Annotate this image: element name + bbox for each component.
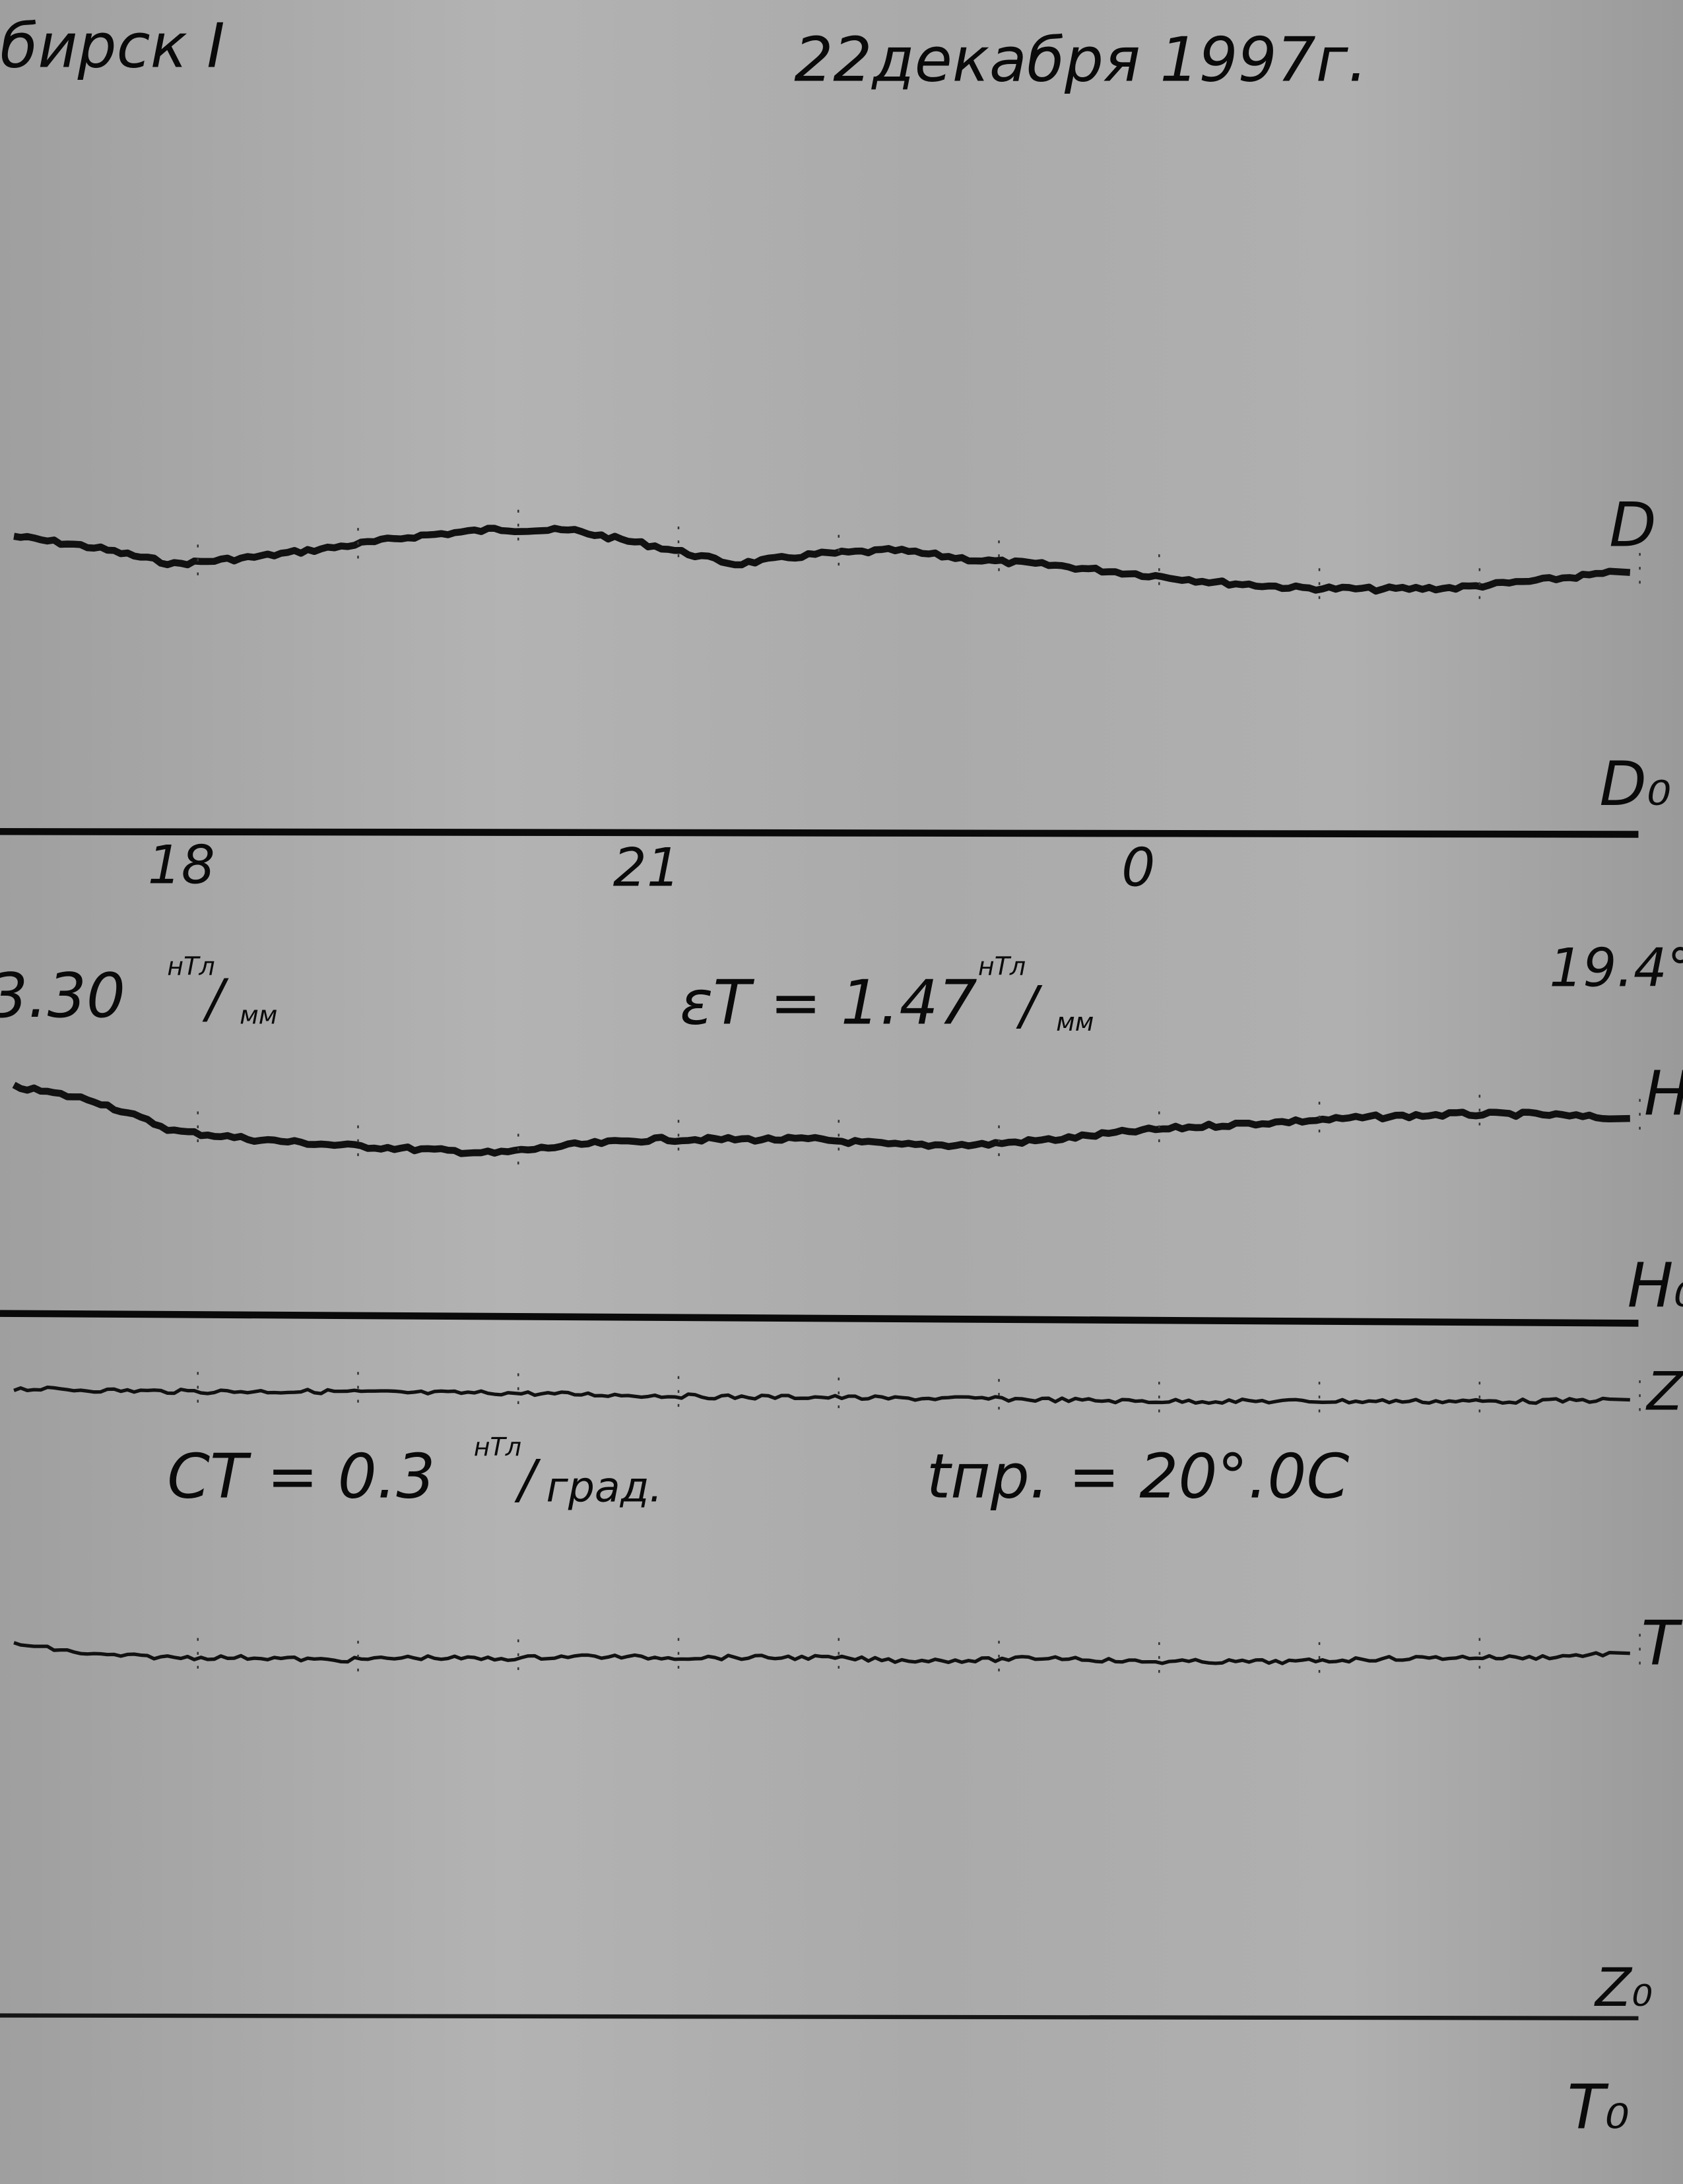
slash: / [514,1448,541,1510]
label-t: T [1641,1608,1683,1679]
label-z: Z [1645,1361,1683,1422]
hour-label-21: 21 [613,837,680,899]
hour-label-0: 0 [1121,837,1155,899]
tpr-annotation: tпр. = 20°.0C [927,1440,1350,1512]
baseline-z0-t0 [0,2013,1639,2020]
label-d0: D₀ [1599,748,1671,819]
trace-group [12,509,1641,1685]
label-z0: Z₀ [1594,1957,1653,2018]
h-scale-unit-den: мм [240,1001,277,1030]
baseline-h0 [0,1310,1639,1327]
trace-z [13,1385,1630,1405]
baseline-d0 [0,827,1639,838]
slash: / [1016,975,1043,1037]
epsilon-unit-num: нТл [978,952,1026,981]
label-h0: H₀ [1628,1250,1683,1321]
trace-d [13,525,1631,595]
ct-unit-den: град. [546,1463,662,1512]
h-scale-annotation: 3.30 нТл / мм [0,952,277,1031]
label-d: D [1609,490,1657,561]
station-name: бирск I [0,10,225,81]
temperature-reading: 19.4°C [1549,938,1683,999]
trace-h [12,1081,1630,1157]
epsilon-value: εT = 1.47 [680,967,977,1039]
record-date: 22декабря 1997г. [794,24,1368,95]
label-t0: T₀ [1568,2072,1630,2143]
ct-annotation: CT = 0.3 нТл / град. [167,1432,662,1512]
ct-value: CT = 0.3 [167,1440,435,1512]
ct-unit-num: нТл [474,1432,521,1461]
label-h: H [1644,1058,1683,1129]
epsilon-unit-den: мм [1056,1008,1094,1037]
epsilon-annotation: εT = 1.47 нТл / мм [680,952,1094,1039]
h-scale-value: 3.30 [0,960,125,1031]
h-scale-unit-num: нТл [167,952,214,981]
trace-t [13,1641,1630,1665]
slash: / [202,968,229,1029]
hour-label-18: 18 [148,834,215,895]
